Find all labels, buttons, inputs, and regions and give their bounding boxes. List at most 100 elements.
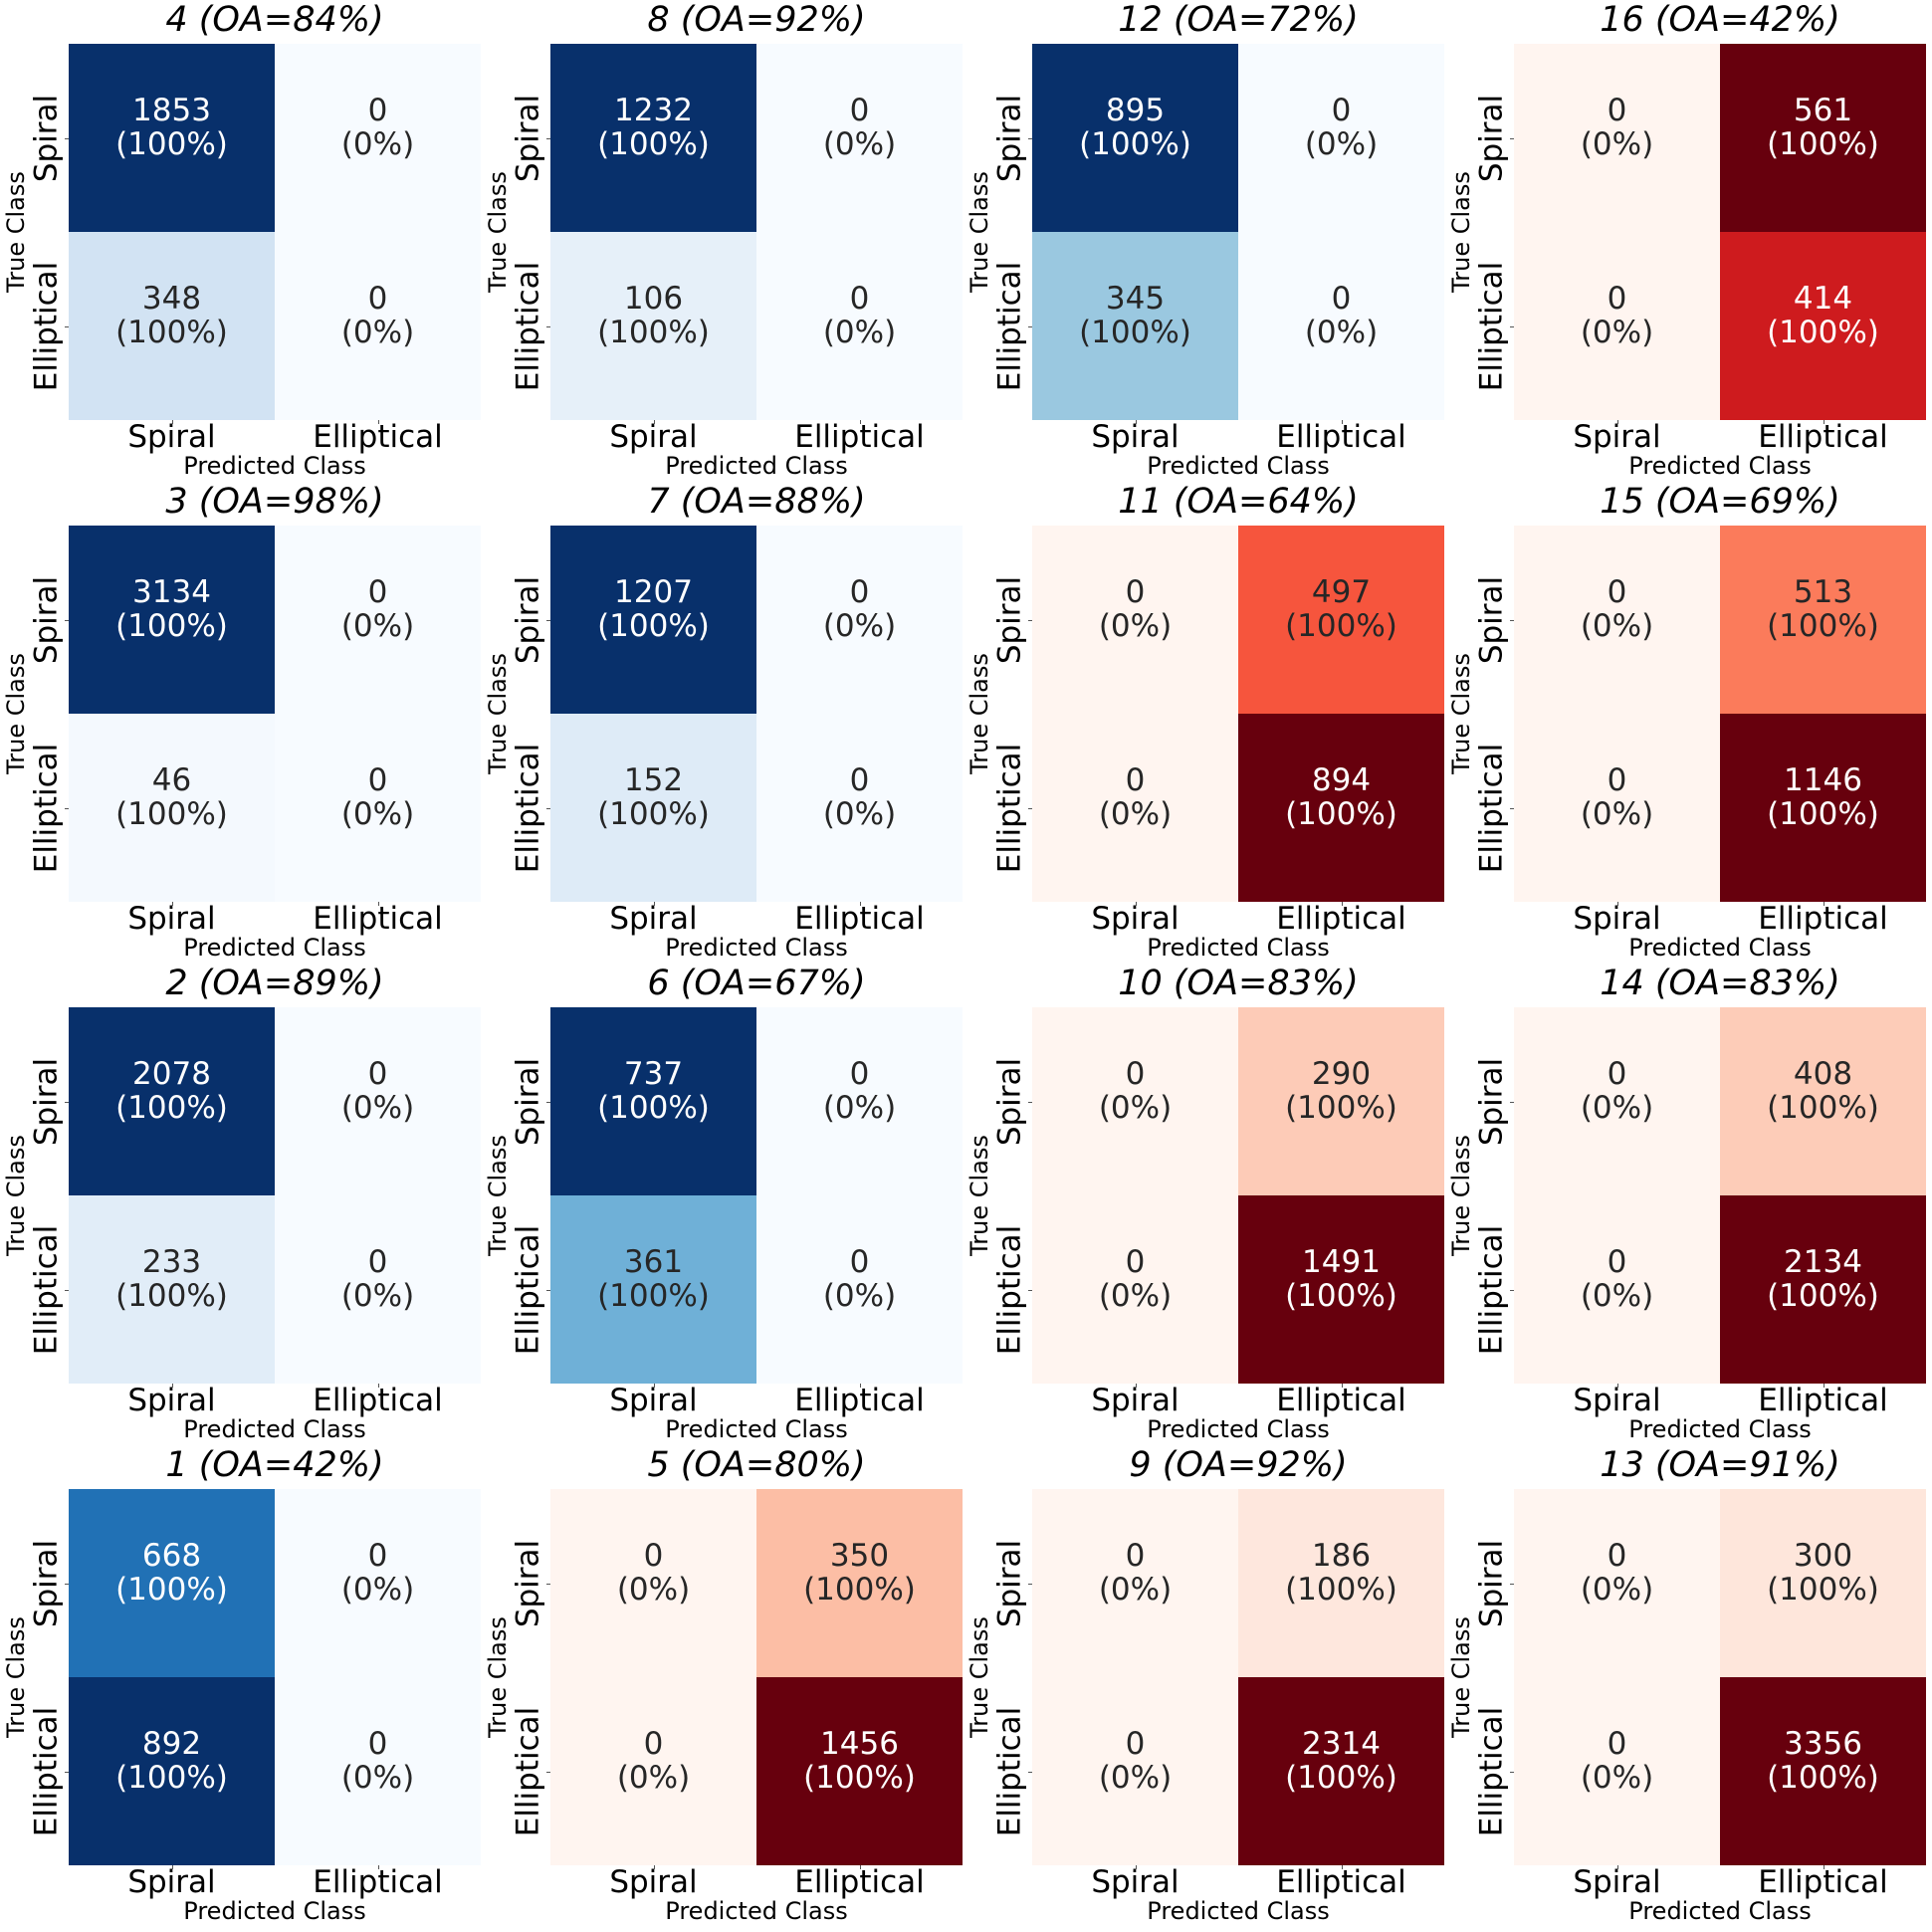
x-tick-mark [1823, 902, 1825, 906]
y-axis-title: True Class [2, 653, 30, 774]
x-axis-title: Predicted Class [1628, 1415, 1812, 1443]
x-tick-label: Spiral [609, 1864, 698, 1900]
confusion-matrix-panel: 8 (OA=92%) 1232 (100%) 0 (0%) 106 (100%) 0 (0%) S… [482, 0, 963, 482]
cell-count: 0 [1607, 762, 1627, 798]
cell-count: 2314 [1302, 1726, 1381, 1762]
cell-count: 894 [1311, 762, 1372, 798]
cell-percent: (0%) [1098, 608, 1173, 644]
cell-label: 1207 (100%) [550, 575, 756, 643]
y-tick-label: Spiral [510, 1057, 545, 1146]
heatmap-cell: 668 (100%) [69, 1489, 275, 1677]
x-tick-label: Elliptical [1276, 1864, 1406, 1900]
x-tick-mark [171, 420, 173, 424]
cell-percent: (100%) [597, 796, 710, 832]
cell-label: 0 (0%) [1514, 1245, 1720, 1313]
heatmap-cell: 361 (100%) [550, 1195, 756, 1384]
cell-label: 290 (100%) [1238, 1057, 1444, 1125]
y-tick-label: Spiral [510, 94, 545, 182]
x-tick-mark [377, 1865, 379, 1869]
y-tick-label: Elliptical [28, 261, 64, 391]
cell-count: 3134 [132, 574, 211, 610]
panel-title: 7 (OA=88%) [647, 482, 866, 522]
y-tick-label: Elliptical [1473, 1224, 1509, 1355]
cell-count: 0 [1125, 1244, 1146, 1280]
heatmap-cell: 300 (100%) [1720, 1489, 1926, 1677]
heatmap-cell: 0 (0%) [1032, 1489, 1238, 1677]
cell-count: 350 [829, 1538, 890, 1574]
x-tick-mark [859, 1865, 861, 1869]
y-tick-label: Elliptical [510, 1706, 545, 1836]
cell-count: 0 [643, 1538, 664, 1574]
x-axis-title: Predicted Class [183, 452, 366, 480]
y-tick-mark [1028, 807, 1032, 809]
heatmap-cell: 0 (0%) [275, 1677, 481, 1865]
cell-count: 0 [367, 1244, 388, 1280]
cell-percent: (0%) [1580, 1090, 1654, 1126]
cell-percent: (100%) [1767, 1090, 1879, 1126]
y-tick-mark [65, 1289, 69, 1291]
cell-label: 2134 (100%) [1720, 1245, 1926, 1313]
cell-label: 894 (100%) [1238, 763, 1444, 831]
heatmap-cell: 3134 (100%) [69, 526, 275, 714]
y-tick-mark [1028, 1289, 1032, 1291]
y-tick-mark [1028, 1771, 1032, 1773]
cell-label: 300 (100%) [1720, 1539, 1926, 1607]
cell-percent: (0%) [822, 796, 897, 832]
x-tick-mark [859, 1384, 861, 1388]
cell-label: 0 (0%) [275, 575, 481, 643]
panel-title: 11 (OA=64%) [1118, 482, 1359, 522]
y-axis-title: True Class [966, 1616, 993, 1738]
y-tick-mark [1510, 807, 1514, 809]
y-axis-title: True Class [1447, 1616, 1475, 1738]
cell-count: 0 [1125, 574, 1146, 610]
cell-label: 892 (100%) [69, 1727, 275, 1795]
heatmap-cell: 0 (0%) [550, 1489, 756, 1677]
cell-label: 0 (0%) [1032, 763, 1238, 831]
heatmap-cell: 0 (0%) [1032, 1195, 1238, 1384]
cell-count: 0 [367, 762, 388, 798]
y-axis-title: True Class [1447, 171, 1475, 293]
x-tick-label: Elliptical [1758, 419, 1888, 455]
x-tick-mark [171, 1384, 173, 1388]
x-tick-label: Elliptical [1276, 901, 1406, 937]
cell-label: 0 (0%) [756, 94, 963, 161]
cell-percent: (0%) [1098, 796, 1173, 832]
heatmap-cell: 0 (0%) [1514, 1677, 1720, 1865]
heatmap-cell: 350 (100%) [756, 1489, 963, 1677]
y-tick-mark [65, 1771, 69, 1773]
cell-count: 1853 [132, 93, 211, 128]
cell-count: 345 [1105, 281, 1166, 317]
y-axis-title: True Class [966, 171, 993, 293]
heatmap-cell: 0 (0%) [275, 1195, 481, 1384]
cell-count: 0 [1125, 1726, 1146, 1762]
cell-percent: (0%) [340, 1760, 415, 1796]
cell-count: 414 [1793, 281, 1853, 317]
x-tick-mark [1135, 1865, 1137, 1869]
heatmap-cell: 497 (100%) [1238, 526, 1444, 714]
x-tick-label: Spiral [609, 901, 698, 937]
x-tick-mark [859, 420, 861, 424]
panel-title: 14 (OA=83%) [1600, 964, 1840, 1003]
cell-count: 0 [367, 1056, 388, 1092]
panel-title: 8 (OA=92%) [647, 0, 866, 40]
cell-percent: (0%) [1304, 126, 1379, 162]
cell-label: 497 (100%) [1238, 575, 1444, 643]
cell-count: 668 [141, 1538, 202, 1574]
cell-count: 0 [849, 1244, 870, 1280]
cell-percent: (100%) [597, 1278, 710, 1314]
cell-label: 233 (100%) [69, 1245, 275, 1313]
x-tick-label: Elliptical [1758, 901, 1888, 937]
cell-count: 2134 [1784, 1244, 1862, 1280]
cell-percent: (0%) [1098, 1572, 1173, 1608]
cell-percent: (100%) [1767, 1760, 1879, 1796]
cell-percent: (100%) [1767, 608, 1879, 644]
confusion-matrix-panel: 5 (OA=80%) 0 (0%) 350 (100%) 0 (0%) 1456 (100%) S… [482, 1445, 963, 1927]
cell-label: 1232 (100%) [550, 94, 756, 161]
cell-label: 0 (0%) [1514, 94, 1720, 161]
heatmap-cell: 0 (0%) [1514, 526, 1720, 714]
panel-title: 5 (OA=80%) [647, 1445, 866, 1485]
x-tick-label: Spiral [1091, 419, 1180, 455]
y-axis-title: True Class [484, 171, 512, 293]
cell-label: 513 (100%) [1720, 575, 1926, 643]
x-tick-label: Spiral [127, 1383, 216, 1418]
